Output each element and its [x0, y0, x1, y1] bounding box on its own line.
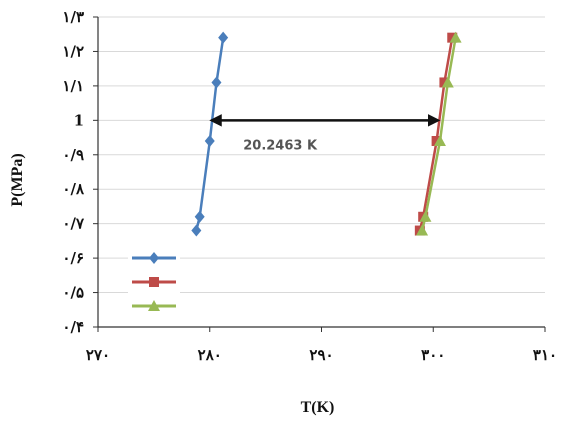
data-point: [439, 77, 450, 88]
data-point: [194, 210, 205, 223]
data-point: [431, 136, 442, 146]
series-line: [418, 37, 454, 231]
data-point: [433, 135, 446, 146]
y-tick-label: 1: [74, 111, 84, 129]
y-tick-label: ۰/۷: [62, 215, 85, 233]
legend-entry-3: [132, 300, 176, 311]
series-line: [195, 37, 225, 231]
series-line: [420, 37, 457, 231]
y-tick-label: ۰/۵: [62, 284, 84, 302]
y-tick-label: ۱/۱: [62, 77, 84, 95]
y-tick-label: ۰/۸: [62, 180, 85, 198]
legend-entry-2: [132, 277, 176, 287]
y-tick-label: ۰/۹: [62, 146, 84, 164]
data-point: [447, 32, 458, 43]
legend: [128, 246, 180, 316]
data-point: [441, 76, 454, 88]
data-point: [211, 76, 222, 89]
y-tick-label: ۱/۲: [62, 42, 84, 60]
x-axis-title: T(K): [301, 399, 335, 416]
legend-entry-1: [132, 252, 176, 264]
data-point: [218, 31, 229, 44]
y-tick-label: ۰/۴: [62, 318, 84, 336]
x-tick-label: ۲۷۰: [86, 346, 110, 364]
y-axis-title: P(MPa): [9, 153, 26, 206]
series: [191, 31, 462, 237]
y-tick-label: ۱/۳: [62, 8, 84, 26]
grid: [93, 16, 546, 332]
x-tick-label: ۲۸۰: [198, 346, 222, 364]
x-tick-label: ۳۱۰: [533, 346, 557, 364]
annotations: 20.2463 K: [209, 114, 441, 153]
data-point: [148, 300, 160, 311]
x-tick-label: ۲۹۰: [309, 346, 333, 364]
axes: [97, 17, 545, 328]
data-point: [419, 210, 432, 222]
data-point: [204, 135, 215, 147]
y-tick-labels: ۰/۴ ۰/۵ ۰/۶ ۰/۷ ۰/۸ ۰/۹ 1 ۱/۱ ۱/۲ ۱/۳: [62, 8, 85, 336]
y-tick-label: ۰/۶: [62, 249, 84, 267]
data-point: [191, 224, 202, 237]
x-tick-label: ۳۰۰: [421, 346, 445, 364]
series-1: [191, 31, 229, 237]
x-tick-labels: ۲۷۰ ۲۸۰ ۲۹۰ ۳۰۰ ۳۱۰: [86, 346, 557, 364]
data-point: [149, 252, 159, 264]
data-point: [149, 277, 159, 287]
series-3: [416, 31, 462, 236]
data-point: [416, 224, 429, 236]
annotation-label: 20.2463 K: [243, 138, 318, 153]
data-point: [449, 31, 462, 43]
